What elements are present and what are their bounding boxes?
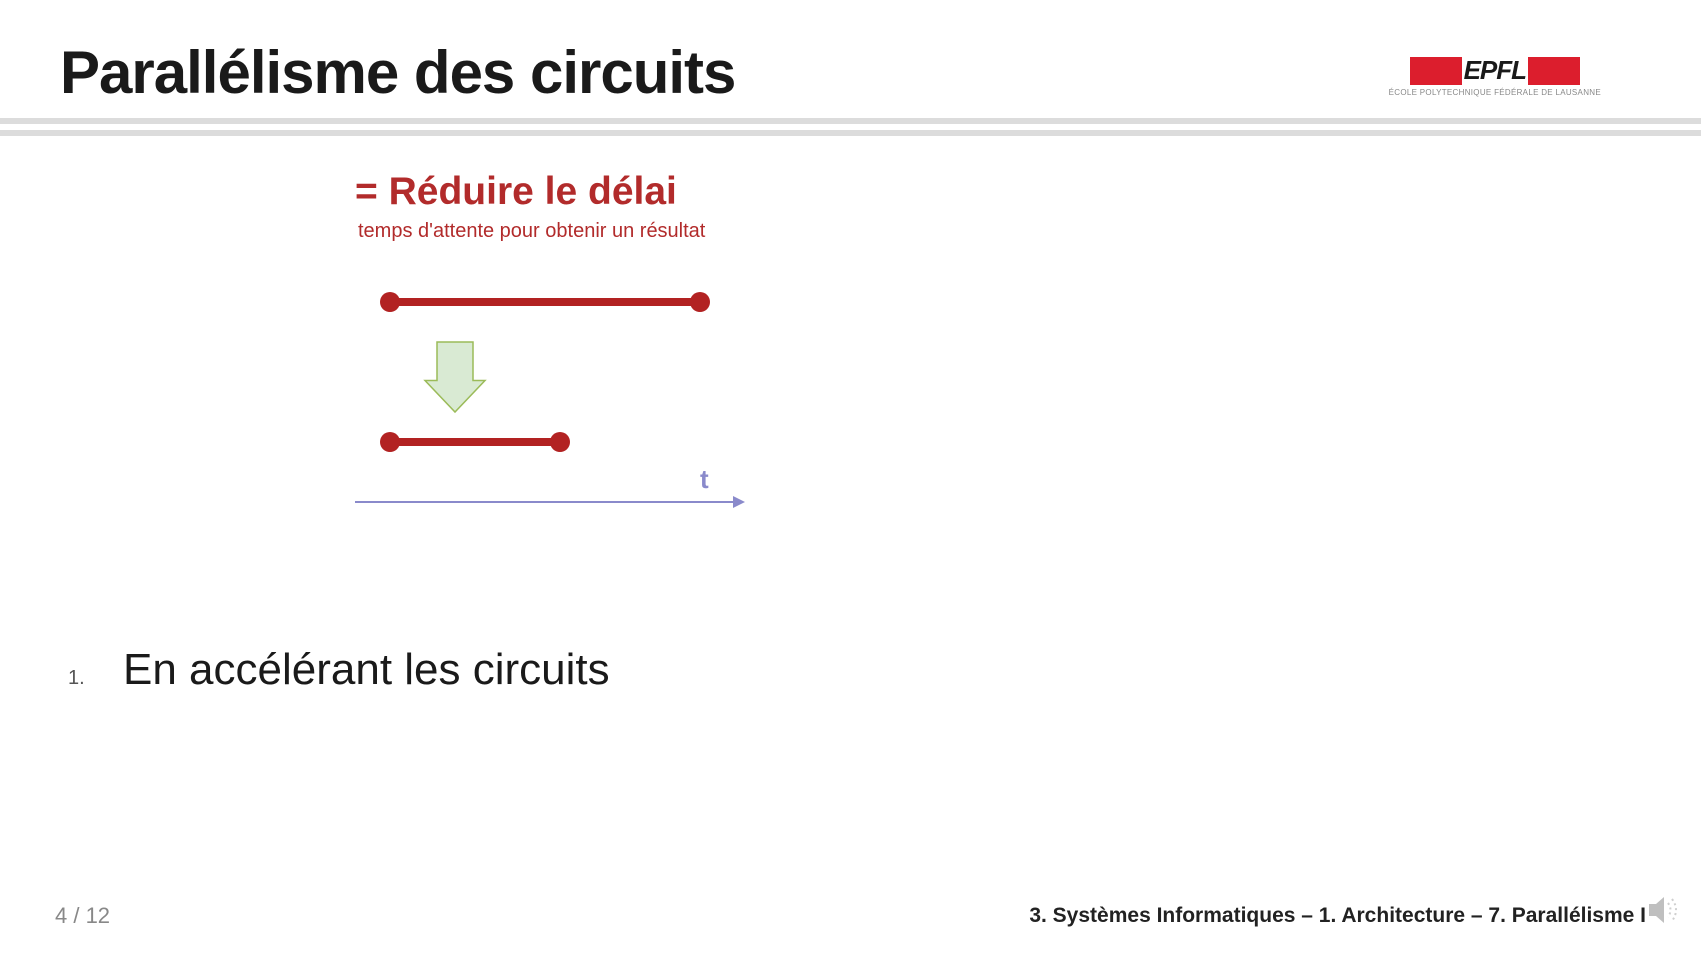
logo-subtitle: ÉCOLE POLYTECHNIQUE FÉDÉRALE DE LAUSANNE — [1389, 88, 1601, 97]
audio-icon — [1643, 890, 1683, 935]
subtitle-sub: temps d'attente pour obtenir un résultat — [358, 220, 705, 243]
divider-line-2 — [0, 130, 1701, 136]
logo-mark: EPFL — [1389, 55, 1601, 86]
bullet-text: En accélérant les circuits — [123, 645, 610, 695]
page-number: 4 / 12 — [55, 903, 110, 929]
svg-text:t: t — [700, 464, 709, 494]
logo-block-left — [1410, 57, 1462, 85]
epfl-logo: EPFL ÉCOLE POLYTECHNIQUE FÉDÉRALE DE LAU… — [1389, 55, 1601, 97]
slide-footer: 4 / 12 3. Systèmes Informatiques – 1. Ar… — [55, 903, 1646, 929]
logo-text: EPFL — [1464, 55, 1526, 86]
diagram-svg: t — [350, 282, 770, 562]
logo-block-right — [1528, 57, 1580, 85]
bullet-row: 1. En accélérant les circuits — [68, 645, 610, 695]
bullet-number: 1. — [68, 667, 123, 690]
title-divider — [0, 118, 1701, 136]
breadcrumb: 3. Systèmes Informatiques – 1. Architect… — [1029, 904, 1646, 928]
delay-diagram: t — [350, 282, 770, 562]
subtitle-main: = Réduire le délai — [355, 170, 677, 214]
